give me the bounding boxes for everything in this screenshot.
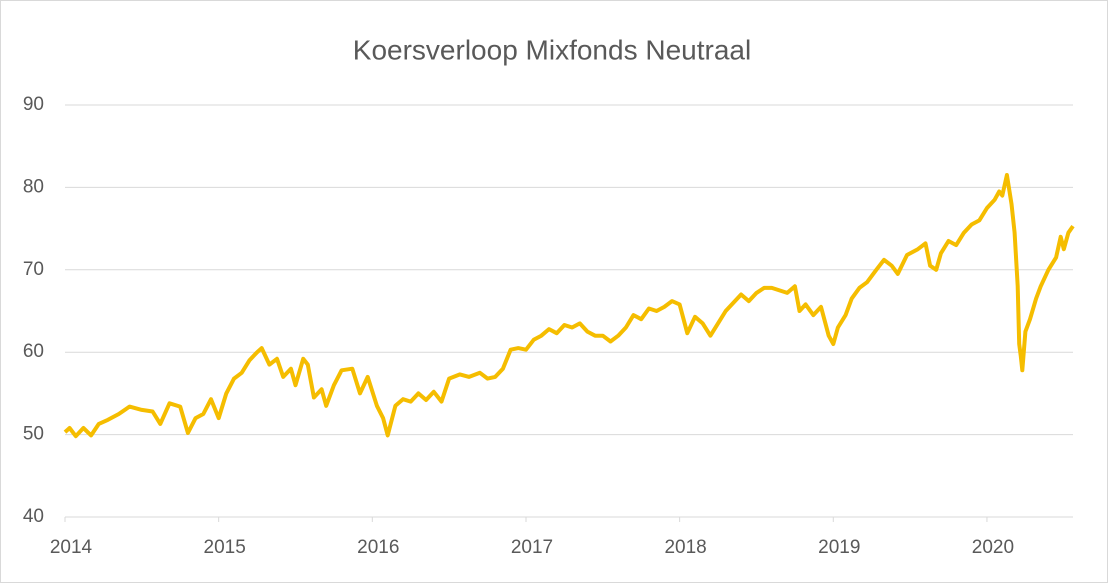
x-tick-label: 2014 [50, 537, 93, 558]
x-tick-label: 2019 [818, 537, 860, 558]
y-tick-label: 40 [23, 506, 44, 527]
y-tick-label: 80 [23, 176, 44, 197]
y-tick-label: 50 [23, 424, 44, 445]
y-tick-label: 60 [23, 341, 44, 362]
x-tick-label: 2016 [357, 537, 399, 558]
x-tick-label: 2018 [664, 537, 706, 558]
y-tick-label: 90 [23, 94, 44, 115]
series-line [63, 173, 1075, 439]
chart-title: Koersverloop Mixfonds Neutraal [353, 34, 751, 65]
x-tick-label: 2017 [511, 537, 553, 558]
x-tick-label: 2015 [204, 537, 246, 558]
y-tick-label: 70 [23, 259, 44, 280]
x-tick-label: 2020 [972, 537, 1014, 558]
